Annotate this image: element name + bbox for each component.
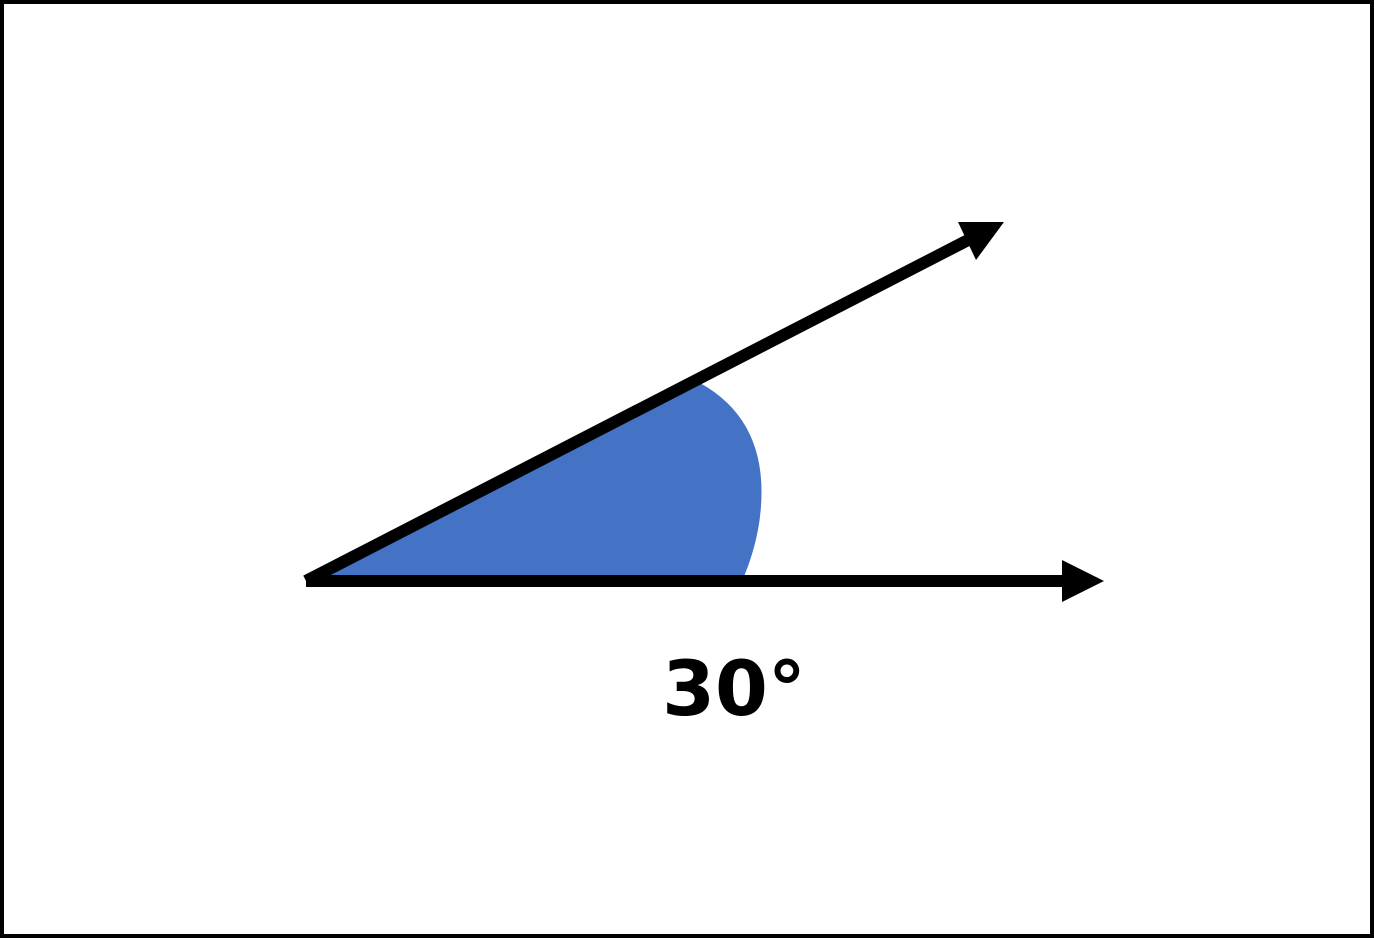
angle-label: 30° (662, 644, 806, 733)
slanted-ray-arrowhead (958, 222, 1004, 260)
slanted-ray-line (303, 231, 977, 587)
angle-sector (308, 383, 762, 581)
base-ray-arrowhead (1062, 560, 1104, 602)
angle-diagram: 30° (303, 222, 1104, 733)
